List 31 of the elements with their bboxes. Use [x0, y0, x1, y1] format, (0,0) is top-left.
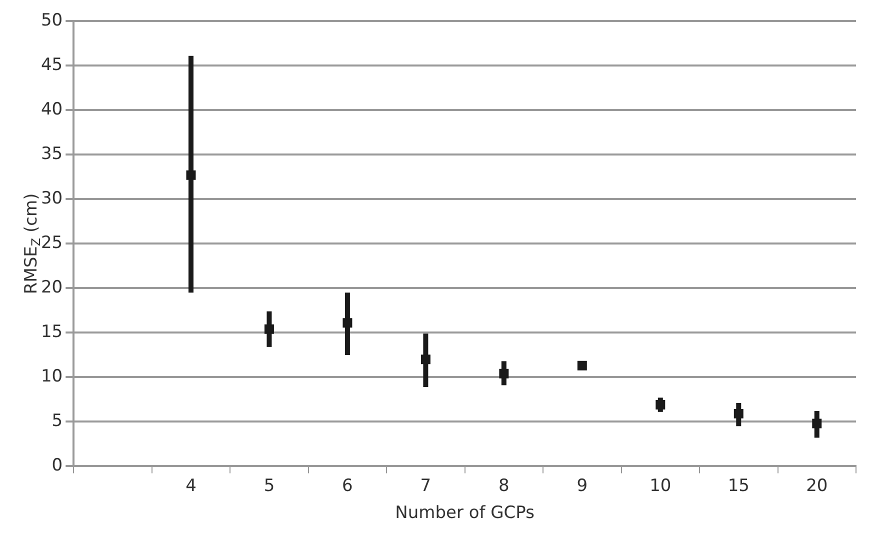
x-tick-label: 7 — [420, 476, 432, 496]
y-tick-label: 45 — [40, 55, 63, 76]
y-tick-label: 10 — [40, 366, 63, 387]
y-axis-title: RMSEZ (cm) — [21, 193, 44, 294]
y-tick-label: 15 — [40, 322, 63, 342]
point — [577, 360, 587, 370]
point — [499, 368, 509, 378]
x-tick-label: 8 — [498, 476, 510, 496]
y-tick-label: 0 — [52, 456, 63, 476]
y-tick-label: 30 — [40, 188, 63, 209]
x-tick-label: 15 — [728, 476, 750, 496]
y-tick-label: 25 — [40, 233, 63, 254]
point — [420, 354, 430, 364]
point — [186, 170, 196, 180]
x-tick-label: 20 — [806, 476, 828, 496]
x-tick-label: 5 — [264, 476, 275, 496]
point — [734, 408, 744, 418]
x-axis-title: Number of GCPs — [395, 503, 535, 524]
point — [812, 418, 822, 428]
y-tick-label: 40 — [40, 100, 63, 120]
x-tick-label: 9 — [576, 476, 588, 496]
y-tick-label: 35 — [40, 144, 63, 164]
point — [264, 324, 274, 334]
point — [342, 318, 352, 328]
point — [656, 400, 666, 410]
x-tick-label: 4 — [186, 476, 196, 496]
y-tick-label: 5 — [52, 411, 63, 432]
x-tick-label: 10 — [650, 476, 672, 496]
y-tick-label: 50 — [40, 10, 63, 31]
x-tick-label: 6 — [342, 476, 353, 496]
y-tick-label: 20 — [40, 278, 63, 298]
